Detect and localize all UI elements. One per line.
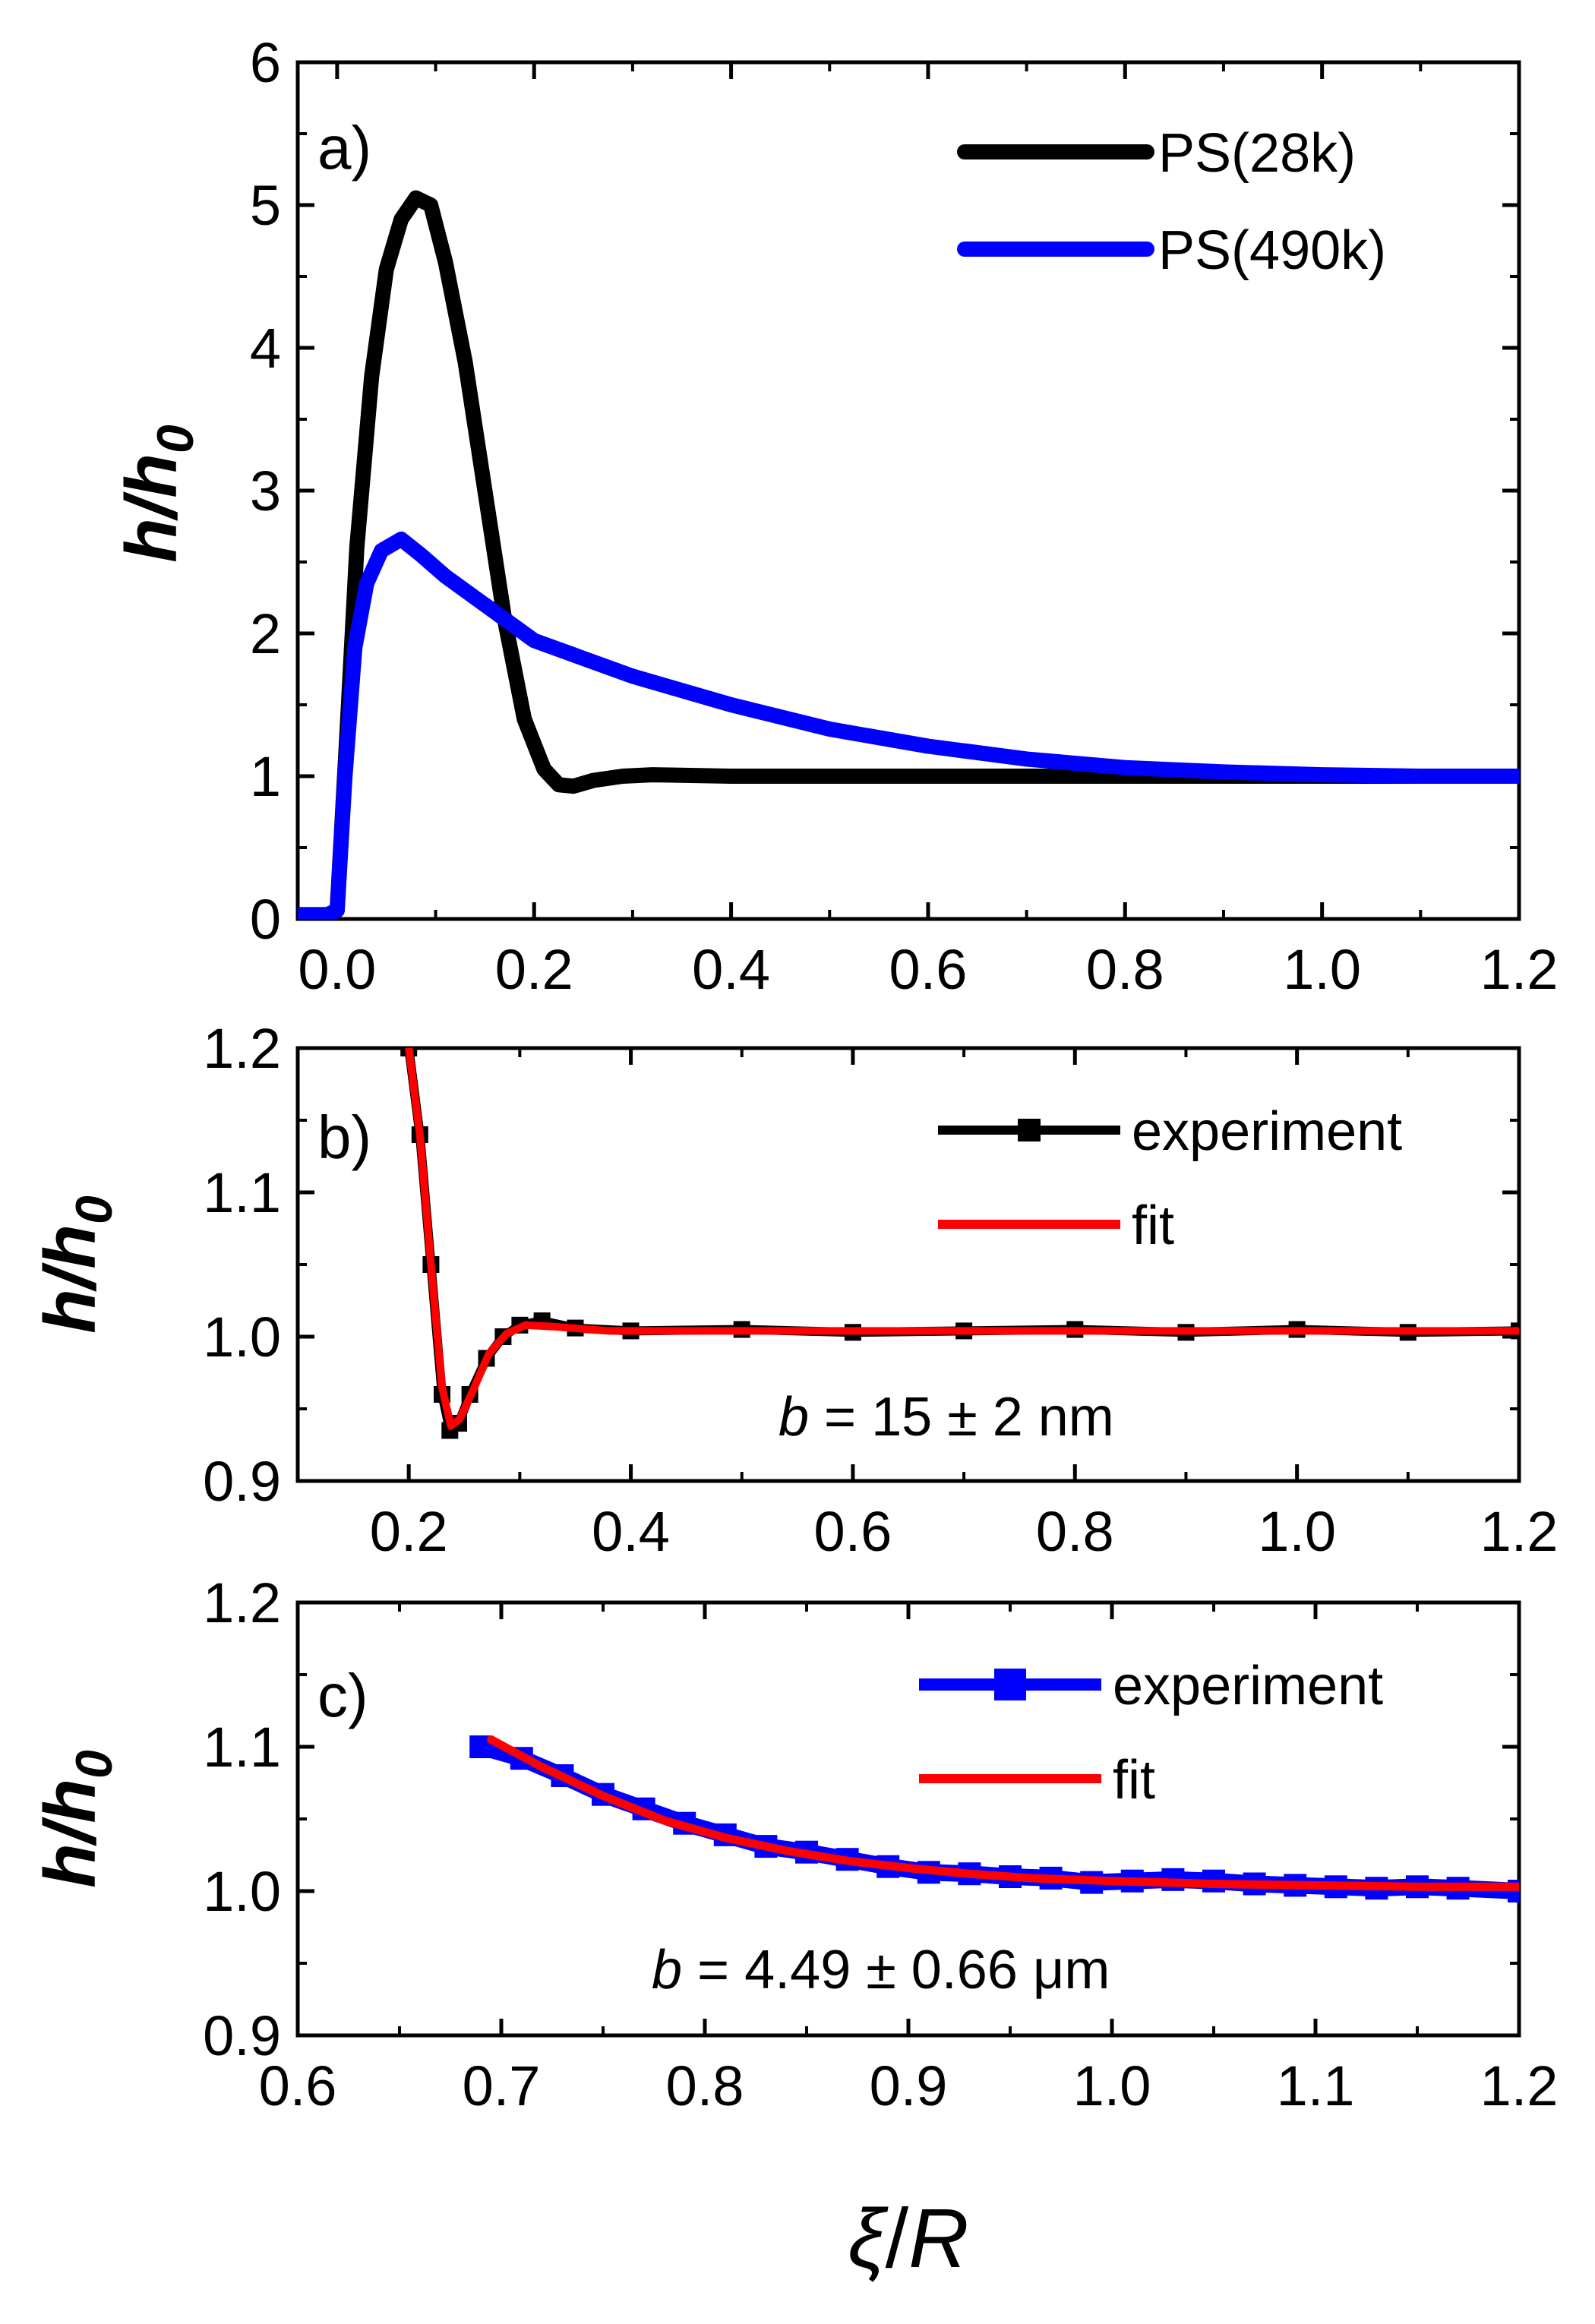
x-tick-label-c: 0.9 <box>870 2054 948 2117</box>
x-tick-label-c: 1.0 <box>1073 2054 1151 2117</box>
panel-b-x-ticks: 0.2 0.4 0.6 0.8 1.0 1.2 <box>296 1048 1559 1563</box>
x-tick-label-b: 0.6 <box>813 1500 892 1563</box>
legend-label-experiment-c: experiment <box>1113 1656 1383 1716</box>
panel-a-y-ticks: 0 1 2 3 4 5 6 <box>250 31 1519 951</box>
x-tick-label-a: 1.2 <box>1480 938 1559 1001</box>
series-line-b-1 <box>405 1048 1519 1430</box>
y-tick-label-c: 1.0 <box>203 1860 281 1923</box>
panel-c: 0.9 1.0 1.1 1.2 0.6 0.7 0.8 0.9 1.0 1.1 1.2 c) ex… <box>30 1571 1558 2117</box>
panel-a-x-ticks: 0.0 0.2 0.4 0.6 0.8 1.0 1.2 <box>298 62 1558 1001</box>
y-tick-label-a: 2 <box>250 602 281 665</box>
panel-a: 0 1 2 3 4 5 6 0.0 0.2 0.4 0.6 0.8 1.0 1.2 a) PS(28k)… <box>111 31 1558 1001</box>
y-tick-label-a: 0 <box>250 888 281 951</box>
x-tick-label-b: 0.2 <box>370 1500 448 1563</box>
legend-label-ps28k: PS(28k) <box>1158 123 1356 184</box>
x-tick-label-b: 1.2 <box>1480 1500 1559 1563</box>
y-tick-label-b: 1.0 <box>203 1306 281 1369</box>
x-tick-label-a: 0.4 <box>692 938 770 1001</box>
series-line-a-0 <box>298 190 1519 919</box>
panel-b-y-ticks: 0.9 1.0 1.1 1.2 <box>203 1017 1519 1513</box>
y-tick-label-c: 0.9 <box>203 2004 281 2067</box>
panel-b-series <box>400 1048 1519 1439</box>
panel-c-x-ticks: 0.6 0.7 0.8 0.9 1.0 1.1 1.2 <box>259 1602 1559 2117</box>
panel-b: 0.9 1.0 1.1 1.2 0.2 0.4 0.6 0.8 1.0 1.2 b) exper… <box>30 1017 1558 1563</box>
x-tick-label-c: 0.6 <box>259 2054 337 2117</box>
panel-a-label: a) <box>317 114 371 182</box>
x-tick-label-b: 1.0 <box>1258 1500 1336 1563</box>
x-tick-label-b: 0.8 <box>1036 1500 1114 1563</box>
panel-c-y-ticks: 0.9 1.0 1.1 1.2 <box>203 1571 1519 2067</box>
panel-c-label: c) <box>317 1662 368 1729</box>
x-tick-label-c: 1.1 <box>1277 2054 1355 2117</box>
x-tick-label-b: 0.4 <box>592 1500 670 1563</box>
x-tick-label-a: 0.0 <box>298 938 376 1001</box>
y-tick-label-a: 5 <box>250 174 281 237</box>
panel-c-series <box>469 1735 1519 1902</box>
panel-a-y-axis-label: h/h0 <box>111 425 204 563</box>
panel-b-label: b) <box>317 1104 371 1171</box>
legend-label-experiment-b: experiment <box>1132 1101 1402 1162</box>
panel-c-y-axis-label: h/h0 <box>30 1750 123 1888</box>
y-tick-label-c: 1.1 <box>203 1716 281 1779</box>
y-tick-label-c: 1.2 <box>203 1571 281 1634</box>
y-tick-label-b: 1.1 <box>203 1161 281 1224</box>
x-tick-label-a: 0.8 <box>1086 938 1164 1001</box>
y-tick-label-a: 3 <box>250 459 281 523</box>
x-tick-label-a: 1.0 <box>1283 938 1361 1001</box>
panel-c-legend: experiment fit <box>919 1656 1383 1811</box>
panel-b-legend: experiment fit <box>938 1101 1402 1256</box>
x-tick-label-c: 0.8 <box>666 2054 744 2117</box>
x-axis-label: ξ/R <box>848 2192 968 2285</box>
y-tick-label-a: 6 <box>250 31 281 94</box>
x-tick-label-a: 0.2 <box>495 938 573 1001</box>
legend-label-fit-b: fit <box>1132 1195 1174 1256</box>
series-line-c-1 <box>487 1735 1519 1891</box>
x-tick-label-c: 0.7 <box>463 2054 541 2117</box>
panel-b-y-axis-label: h/h0 <box>30 1195 123 1334</box>
y-tick-label-b: 1.2 <box>203 1017 281 1080</box>
panel-c-annotation: b = 4.49 ± 0.66 μm <box>652 1940 1110 2000</box>
panel-b-annotation: b = 15 ± 2 nm <box>779 1387 1114 1448</box>
x-tick-label-c: 1.2 <box>1480 2054 1559 2117</box>
y-tick-label-a: 1 <box>250 745 281 808</box>
panel-a-series <box>298 190 1519 919</box>
y-tick-label-b: 0.9 <box>203 1450 281 1513</box>
legend-label-ps490k: PS(490k) <box>1158 220 1386 281</box>
legend-marker-experiment-b <box>1018 1119 1041 1141</box>
panel-a-legend: PS(28k) PS(490k) <box>957 123 1386 281</box>
y-tick-label-a: 4 <box>250 317 281 380</box>
legend-marker-experiment-c <box>994 1669 1026 1700</box>
series-line-a-1 <box>298 531 1519 919</box>
legend-label-fit-c: fit <box>1113 1750 1155 1811</box>
x-tick-label-a: 0.6 <box>889 938 967 1001</box>
